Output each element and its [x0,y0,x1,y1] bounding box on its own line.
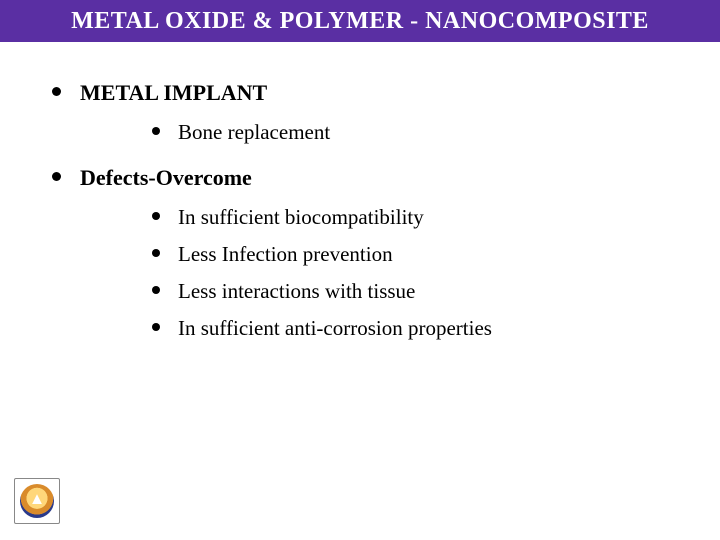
institution-logo [14,478,60,524]
section-defects-overcome: Defects-Overcome In sufficient biocompat… [52,165,672,341]
title-bar: METAL OXIDE & POLYMER - NANOCOMPOSITE [0,0,720,42]
section-label: Defects-Overcome [80,165,252,190]
list-item: Less Infection prevention [152,242,672,267]
top-list: METAL IMPLANT Bone replacement Defects-O… [52,80,672,341]
section-label: METAL IMPLANT [80,80,267,105]
section-metal-implant: METAL IMPLANT Bone replacement [52,80,672,145]
slide-content: METAL IMPLANT Bone replacement Defects-O… [52,80,672,361]
sub-list: Bone replacement [152,120,672,145]
slide-title: METAL OXIDE & POLYMER - NANOCOMPOSITE [71,8,649,35]
list-item: In sufficient biocompatibility [152,205,672,230]
list-item: Bone replacement [152,120,672,145]
list-item: In sufficient anti-corrosion properties [152,316,672,341]
slide: METAL OXIDE & POLYMER - NANOCOMPOSITE ME… [0,0,720,540]
list-item: Less interactions with tissue [152,279,672,304]
sub-list: In sufficient biocompatibility Less Infe… [152,205,672,341]
emblem-icon [20,484,54,518]
